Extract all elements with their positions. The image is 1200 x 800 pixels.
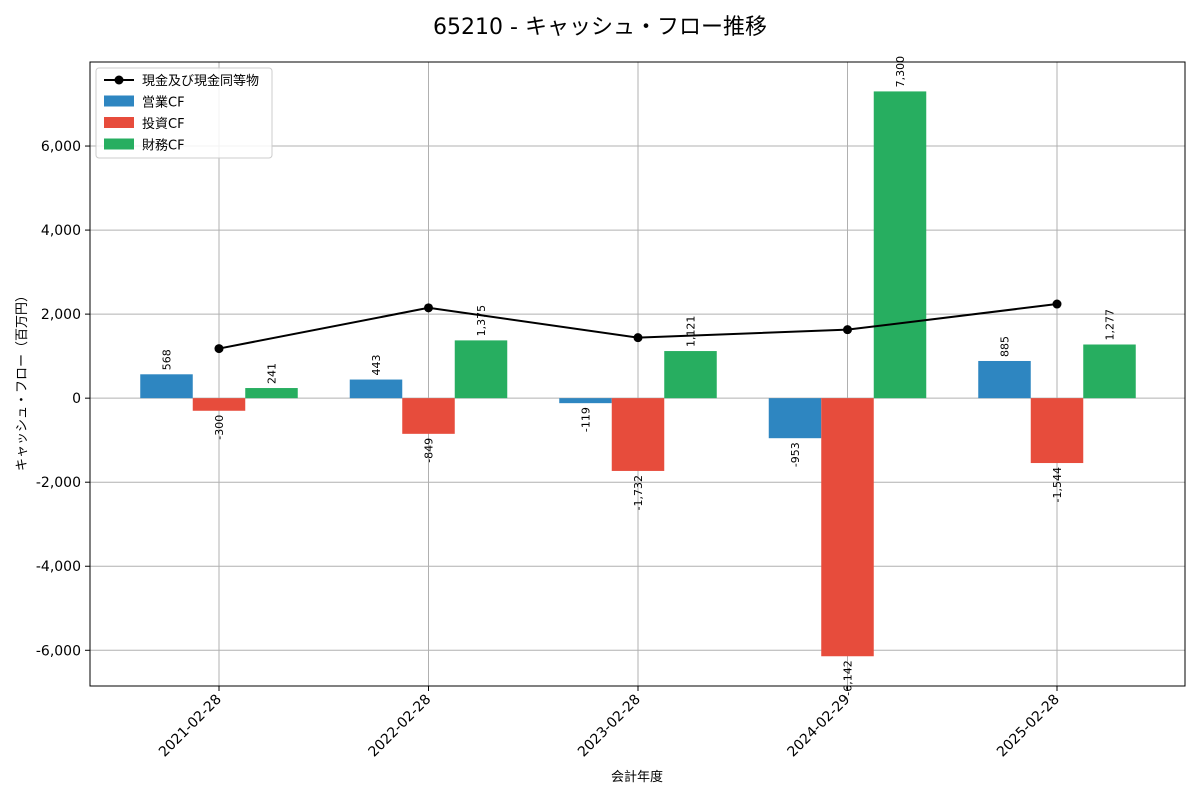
data-label: 7,300 — [894, 56, 907, 88]
data-label: 1,121 — [685, 316, 698, 348]
cash-point — [1052, 299, 1062, 309]
bar — [821, 398, 874, 657]
bar — [454, 340, 508, 399]
y-tick-label: -6,000 — [36, 643, 81, 659]
bar — [611, 398, 665, 471]
y-tick-label: 2,000 — [41, 307, 81, 323]
x-tick-label: 2022-02-28 — [365, 692, 434, 761]
bar — [245, 388, 298, 399]
legend-line-marker — [114, 75, 124, 85]
y-axis-label: キャッシュ・フロー（百万円） — [15, 289, 30, 471]
y-tick-label: -4,000 — [36, 559, 81, 575]
legend-label: 財務CF — [142, 139, 185, 154]
bar — [140, 374, 193, 399]
bar — [978, 360, 1031, 399]
data-label: -1,544 — [1051, 467, 1064, 502]
data-label: -119 — [580, 407, 593, 432]
cash-line — [214, 299, 1062, 354]
y-axis: -6,000 -4,000 -2,000 0 2,000 4,000 6,000 — [36, 139, 90, 659]
legend-swatch — [104, 117, 134, 128]
legend-label: 営業CF — [142, 95, 185, 111]
chart-title: 65210 - キャッシュ・フロー推移 — [433, 15, 767, 40]
bar — [664, 351, 717, 399]
cash-point — [214, 344, 224, 354]
legend-swatch — [104, 138, 134, 150]
bar — [1083, 344, 1136, 399]
legend-swatch — [104, 95, 134, 107]
data-label: 885 — [999, 336, 1012, 357]
data-label: 241 — [266, 363, 279, 384]
legend-label: 現金及び現金同等物 — [142, 73, 259, 89]
data-labels: 568 443 -119 -953 885 -300 -849 -1,732 -6,142 -1,… — [161, 56, 1117, 696]
y-tick-label: 6,000 — [41, 139, 81, 155]
y-tick-label: 0 — [72, 391, 81, 407]
bars — [140, 91, 1136, 657]
bar — [349, 379, 403, 399]
y-tick-label: 4,000 — [41, 223, 81, 239]
bar — [192, 398, 246, 411]
bar — [768, 398, 822, 439]
data-label: 443 — [370, 355, 383, 376]
bar — [1030, 398, 1084, 464]
data-label: -300 — [213, 415, 226, 440]
data-label: -953 — [789, 442, 802, 467]
x-tick-label: 2023-02-28 — [575, 692, 644, 761]
cash-point — [633, 333, 643, 343]
y-tick-label: -2,000 — [36, 475, 81, 491]
x-tick-label: 2024-02-29 — [784, 692, 853, 761]
data-label: 568 — [161, 349, 174, 370]
x-axis: 2021-02-28 2022-02-28 2023-02-28 2024-02-29… — [156, 686, 1063, 760]
bar — [559, 398, 612, 404]
data-label: 1,375 — [475, 305, 488, 337]
bar — [402, 398, 455, 434]
legend-box — [95, 67, 273, 159]
bar — [873, 91, 927, 399]
x-axis-label: 会計年度 — [611, 769, 663, 785]
legend-label: 投資CF — [142, 116, 185, 132]
x-tick-label: 2025-02-28 — [994, 692, 1063, 761]
x-tick-label: 2021-02-28 — [156, 692, 225, 761]
data-label: -6,142 — [842, 660, 855, 695]
data-label: -849 — [423, 438, 436, 463]
cash-point — [424, 303, 433, 313]
cash-point — [843, 325, 852, 335]
data-label: 1,277 — [1104, 309, 1117, 341]
data-label: -1,732 — [632, 475, 645, 510]
